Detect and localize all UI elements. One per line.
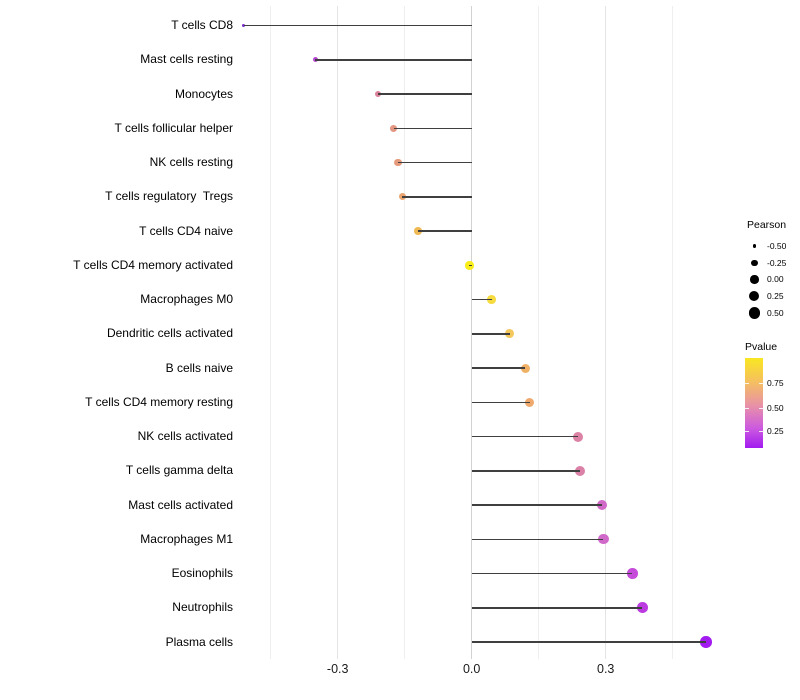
- lollipop-segment: [471, 401, 530, 404]
- lollipop-segment: [471, 607, 643, 609]
- x-axis-tick-label: -0.3: [326, 662, 349, 676]
- pvalue-bar-tick: [759, 430, 763, 432]
- y-axis-label: Mast cells resting: [140, 52, 233, 67]
- legend-size-dot: [748, 307, 761, 319]
- y-axis-label: Macrophages M1: [140, 531, 233, 546]
- lollipop-segment: [243, 24, 472, 27]
- x-axis-tick-label: 0.3: [597, 662, 615, 676]
- x-axis-tick-label: 0.0: [462, 662, 481, 676]
- lollipop-segment: [469, 264, 472, 267]
- lollipop-segment: [471, 504, 603, 506]
- gridline-minor: [538, 6, 540, 659]
- legend-size-label: 0.25: [767, 291, 784, 302]
- data-point: [465, 261, 474, 270]
- data-point: [398, 193, 407, 201]
- legend-size-dot: [749, 291, 760, 302]
- y-axis-label: T cells regulatory Tregs: [105, 189, 233, 204]
- data-point: [525, 397, 535, 407]
- lollipop-segment: [393, 127, 472, 130]
- legend-size-label: -0.50: [767, 241, 787, 251]
- lollipop-segment: [471, 298, 492, 301]
- data-point: [700, 636, 712, 648]
- y-axis-label: T cells CD4 naive: [139, 223, 233, 238]
- lollipop-segment: [397, 161, 472, 164]
- pvalue-gradient-bar: [745, 358, 763, 448]
- data-point: [598, 534, 609, 545]
- lollipop-segment: [471, 641, 707, 643]
- y-axis-label: Eosinophils: [171, 566, 233, 581]
- y-axis-label: T cells gamma delta: [125, 463, 233, 478]
- gridline-major: [337, 6, 339, 659]
- pvalue-tick-label: 0.25: [767, 425, 784, 436]
- lollipop-segment: [471, 572, 633, 575]
- legend-size-dot: [750, 275, 759, 284]
- lollipop-segment: [471, 538, 604, 541]
- data-point: [312, 57, 318, 63]
- pvalue-bar-tick: [745, 383, 749, 385]
- y-axis-label: Macrophages M0: [140, 292, 233, 307]
- gridline-minor: [672, 6, 674, 659]
- y-axis-label: Neutrophils: [172, 600, 233, 615]
- data-point: [573, 431, 583, 442]
- y-axis-label: T cells follicular helper: [114, 120, 234, 135]
- data-point: [636, 602, 648, 614]
- y-axis-label: NK cells activated: [137, 429, 233, 444]
- legend-size-dot: [751, 259, 758, 266]
- pvalue-bar-tick: [759, 383, 763, 385]
- legend-size-label: 0.00: [767, 274, 784, 285]
- lollipop-segment: [377, 93, 472, 95]
- y-axis-label: Mast cells activated: [128, 497, 233, 512]
- y-axis-label: T cells CD4 memory resting: [85, 394, 233, 409]
- y-axis-label: NK cells resting: [149, 155, 233, 170]
- pvalue-bar-tick: [745, 430, 749, 432]
- pvalue-tick-label: 0.50: [767, 402, 784, 413]
- pvalue-bar-tick: [759, 407, 763, 409]
- gridline-minor: [270, 6, 272, 659]
- gridline-major: [605, 6, 607, 659]
- data-point: [487, 295, 497, 304]
- data-point: [574, 465, 585, 476]
- y-axis-label: Dendritic cells activated: [106, 326, 233, 341]
- y-axis-label: T cells CD4 memory activated: [73, 257, 233, 272]
- data-point: [374, 90, 382, 98]
- gridline-zero: [471, 6, 473, 659]
- lollipop-segment: [402, 196, 472, 198]
- lollipop-segment: [418, 230, 472, 232]
- y-axis-label: Plasma cells: [165, 634, 233, 649]
- y-axis-label: Monocytes: [174, 86, 233, 101]
- legend-size-dot: [752, 244, 757, 248]
- legend-title-pvalue: Pvalue: [745, 341, 778, 353]
- lollipop-segment: [471, 367, 526, 369]
- legend-size-label: 0.50: [767, 307, 784, 318]
- lollipop-segment: [471, 470, 580, 472]
- lollipop-segment: [315, 59, 472, 61]
- lollipop-segment: [471, 435, 578, 438]
- legend-size-label: -0.25: [767, 257, 787, 268]
- data-point: [520, 363, 530, 373]
- y-axis-label: T cells CD8: [171, 18, 233, 33]
- pvalue-bar-tick: [745, 407, 749, 409]
- gridline-minor: [404, 6, 406, 659]
- lollipop-segment: [471, 333, 510, 335]
- y-axis-label: B cells naive: [165, 360, 233, 375]
- data-point: [597, 499, 608, 511]
- pvalue-tick-label: 0.75: [767, 378, 784, 389]
- data-point: [627, 568, 638, 579]
- legend-title-pearson: Pearson: [747, 219, 787, 231]
